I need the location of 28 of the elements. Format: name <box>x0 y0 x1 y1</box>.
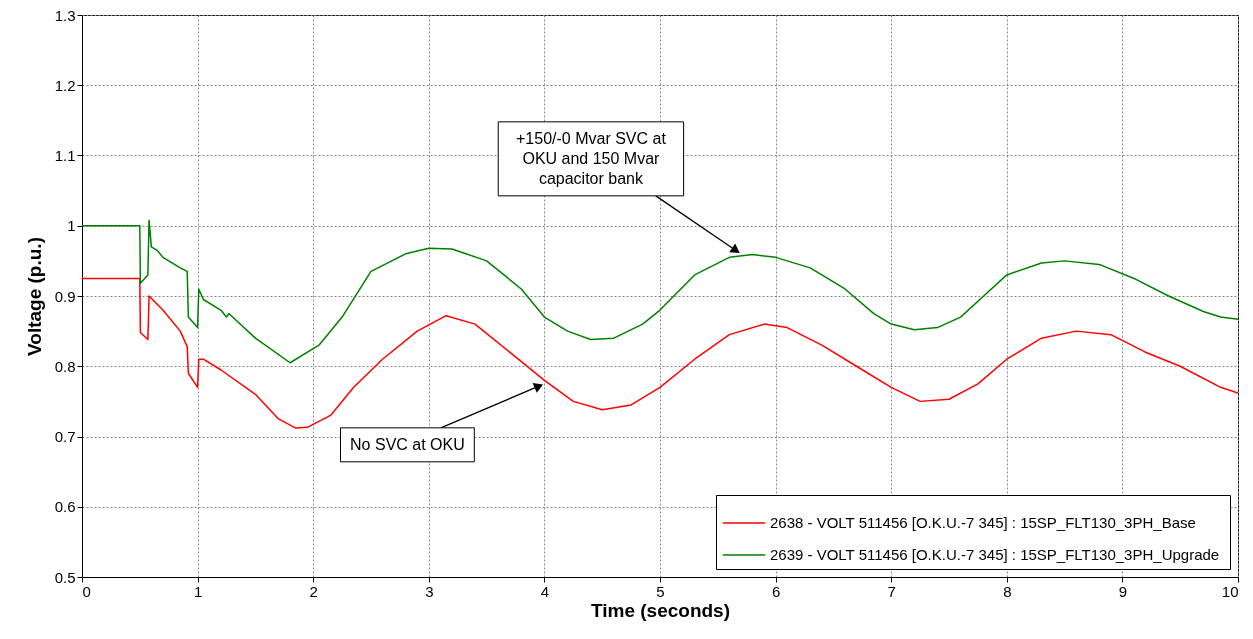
y-tick-label: 1.3 <box>54 6 76 24</box>
y-axis-title: Voltage (p.u.) <box>23 237 45 356</box>
x-tick-label: 7 <box>887 582 896 600</box>
y-tick-label: 0.6 <box>54 498 76 516</box>
legend-label: 2639 - VOLT 511456 [O.K.U.-7 345] : 15SP_FLT130_3PH_Upgrade <box>770 546 1220 563</box>
y-tick-label: 1 <box>67 217 76 235</box>
x-tick-label: 9 <box>1118 582 1128 600</box>
y-tick-label: 1.1 <box>54 147 76 164</box>
x-tick-label: 3 <box>425 582 434 600</box>
y-tick-label: 1.2 <box>54 76 76 94</box>
annotation: +150/-0 Mvar SVC at OKU and 150 Mvar capacitor bank <box>516 129 667 187</box>
x-tick-label: 4 <box>540 582 550 600</box>
x-tick-label: 5 <box>656 582 665 600</box>
y-tick-label: 0.8 <box>54 357 76 375</box>
y-tick-label: 0.7 <box>54 428 76 445</box>
x-tick-label: 0 <box>82 582 91 600</box>
line-series <box>82 277 1238 429</box>
legend-label: 2638 - VOLT 511456 [O.K.U.-7 345] : 15SP_FLT130_3PH_Base <box>770 514 1196 531</box>
x-tick-label: 6 <box>771 582 781 600</box>
x-tick-label: 8 <box>1003 582 1012 600</box>
y-tick-label: 0.5 <box>54 568 76 586</box>
x-tick-label: 2 <box>309 582 318 600</box>
annotation: No SVC at OKU <box>350 435 465 453</box>
x-tick-label: 10 <box>1221 582 1239 600</box>
x-tick-label: 1 <box>193 582 203 600</box>
line-series <box>82 219 1238 364</box>
x-axis-title: Time (seconds) <box>590 599 731 621</box>
y-tick-label: 0.9 <box>54 287 76 305</box>
